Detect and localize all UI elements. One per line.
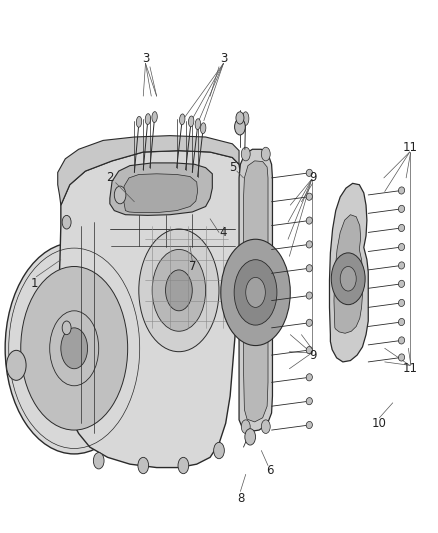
Polygon shape — [244, 161, 268, 422]
Circle shape — [221, 239, 290, 345]
Ellipse shape — [145, 114, 151, 125]
Circle shape — [235, 119, 245, 135]
Polygon shape — [239, 149, 272, 431]
Circle shape — [114, 186, 126, 204]
Circle shape — [261, 420, 270, 433]
Ellipse shape — [306, 319, 312, 326]
Circle shape — [234, 260, 277, 325]
Circle shape — [62, 321, 71, 335]
Ellipse shape — [306, 169, 312, 176]
Circle shape — [7, 350, 26, 381]
Circle shape — [139, 229, 219, 352]
Ellipse shape — [242, 112, 249, 125]
Text: 2: 2 — [106, 172, 113, 184]
Circle shape — [214, 442, 224, 459]
Ellipse shape — [306, 346, 312, 353]
Circle shape — [62, 215, 71, 229]
Circle shape — [246, 277, 265, 308]
Text: 10: 10 — [372, 417, 387, 430]
Ellipse shape — [201, 123, 206, 134]
Circle shape — [241, 147, 250, 161]
Polygon shape — [334, 215, 363, 333]
Text: 3: 3 — [142, 52, 149, 65]
Ellipse shape — [399, 224, 405, 231]
Ellipse shape — [306, 398, 312, 405]
Ellipse shape — [399, 318, 405, 326]
Text: 9: 9 — [309, 172, 316, 184]
Circle shape — [61, 328, 88, 369]
Ellipse shape — [399, 280, 405, 287]
Circle shape — [261, 147, 270, 161]
Text: 8: 8 — [237, 492, 245, 505]
Ellipse shape — [136, 116, 142, 127]
Circle shape — [5, 243, 143, 454]
Text: 9: 9 — [309, 349, 316, 361]
Ellipse shape — [306, 265, 312, 272]
Ellipse shape — [188, 116, 194, 127]
Text: 3: 3 — [220, 52, 227, 65]
Text: 4: 4 — [220, 226, 227, 239]
Polygon shape — [329, 183, 368, 362]
Circle shape — [152, 249, 205, 331]
Ellipse shape — [399, 300, 405, 306]
Polygon shape — [58, 151, 241, 467]
Text: 1: 1 — [30, 277, 38, 290]
Circle shape — [166, 270, 192, 311]
Ellipse shape — [306, 241, 312, 248]
Polygon shape — [58, 135, 239, 205]
Circle shape — [178, 457, 189, 474]
Text: 7: 7 — [188, 260, 196, 273]
Ellipse shape — [152, 111, 157, 123]
Ellipse shape — [399, 187, 405, 194]
Circle shape — [138, 457, 148, 474]
Circle shape — [331, 253, 365, 305]
Ellipse shape — [399, 205, 405, 213]
Circle shape — [93, 453, 104, 469]
Ellipse shape — [306, 217, 312, 224]
Text: 11: 11 — [403, 362, 418, 375]
Polygon shape — [123, 174, 198, 213]
Polygon shape — [110, 163, 212, 215]
Text: 11: 11 — [403, 141, 418, 154]
Ellipse shape — [306, 292, 312, 299]
Ellipse shape — [399, 337, 405, 344]
Text: 5: 5 — [229, 161, 236, 174]
Circle shape — [21, 266, 127, 430]
Circle shape — [340, 266, 356, 291]
Ellipse shape — [195, 119, 201, 130]
Ellipse shape — [399, 262, 405, 269]
Ellipse shape — [306, 374, 312, 381]
Circle shape — [236, 112, 244, 124]
Ellipse shape — [180, 114, 185, 125]
Ellipse shape — [399, 354, 405, 361]
Ellipse shape — [399, 244, 405, 251]
Ellipse shape — [306, 193, 312, 200]
Circle shape — [245, 429, 255, 445]
Ellipse shape — [306, 422, 312, 429]
Text: 6: 6 — [266, 464, 274, 478]
Circle shape — [241, 420, 250, 433]
